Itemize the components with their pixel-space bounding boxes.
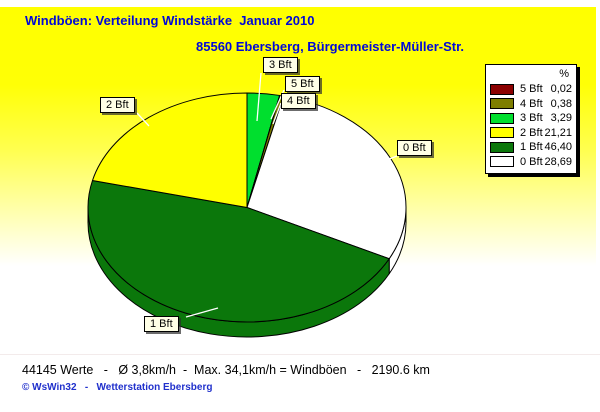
pie-label-leader-line [136, 112, 150, 127]
legend-label: 5 Bft [520, 83, 543, 96]
pie-slice-2-bft [91, 92, 248, 208]
legend-label: 3 Bft [520, 112, 543, 125]
legend-value: 28,69 [544, 155, 572, 168]
pie-label-3bft: 3 Bft [263, 57, 298, 73]
legend-row: 3 Bft 3,29 [490, 111, 572, 126]
pie-label-leader-line [383, 155, 398, 162]
legend-value: 46,40 [544, 141, 572, 154]
footer-separator [0, 354, 600, 355]
chart-title: Windböen: Verteilung Windstärke Januar 2… [25, 13, 315, 28]
pie-label-5bft: 5 Bft [285, 76, 320, 92]
legend-row: 1 Bft 46,40 [490, 140, 572, 155]
chart-subtitle: 85560 Ebersberg, Bürgermeister-Müller-St… [196, 39, 465, 54]
legend-row: 4 Bft 0,38 [490, 97, 572, 112]
legend-row: 2 Bft 21,21 [490, 126, 572, 141]
legend-box: % 5 Bft 0,02 4 Bft 0,38 3 Bft 3,29 2 Bft 21,21 1… [485, 64, 577, 174]
pie-label-leader-line [256, 72, 262, 122]
legend-row: 0 Bft 28,69 [490, 155, 572, 170]
pie-label-4bft: 4 Bft [281, 93, 316, 109]
legend-value: 0,38 [550, 97, 572, 110]
legend-rows: 5 Bft 0,02 4 Bft 0,38 3 Bft 3,29 2 Bft 21,21 1 B… [490, 82, 572, 169]
legend-label: 2 Bft [520, 126, 543, 139]
pie-label-0bft: 0 Bft [397, 140, 432, 156]
legend-label: 4 Bft [520, 97, 543, 110]
legend-label: 1 Bft [520, 141, 543, 154]
pie-label-2bft: 2 Bft [100, 97, 135, 113]
pie-label-leader-line [185, 307, 219, 318]
legend-value: 21,21 [544, 126, 572, 139]
legend-swatch [490, 112, 514, 124]
legend-value: 3,29 [550, 112, 572, 125]
legend-swatch [490, 156, 514, 168]
legend-unit-header: % [559, 68, 569, 80]
legend-row: 5 Bft 0,02 [490, 82, 572, 97]
legend-swatch [490, 127, 514, 139]
legend-label: 0 Bft [520, 155, 543, 168]
legend-value: 0,02 [550, 83, 572, 96]
pie-label-leader-line [272, 102, 282, 125]
stats-line: 44145 Werte - Ø 3,8km/h - Max. 34,1km/h … [22, 363, 430, 377]
copyright-line: © WsWin32 - Wetterstation Ebersberg [22, 382, 213, 393]
legend-swatch [490, 141, 514, 153]
pie-label-1bft: 1 Bft [144, 316, 179, 332]
legend-swatch [490, 98, 514, 110]
legend-swatch [490, 83, 514, 95]
